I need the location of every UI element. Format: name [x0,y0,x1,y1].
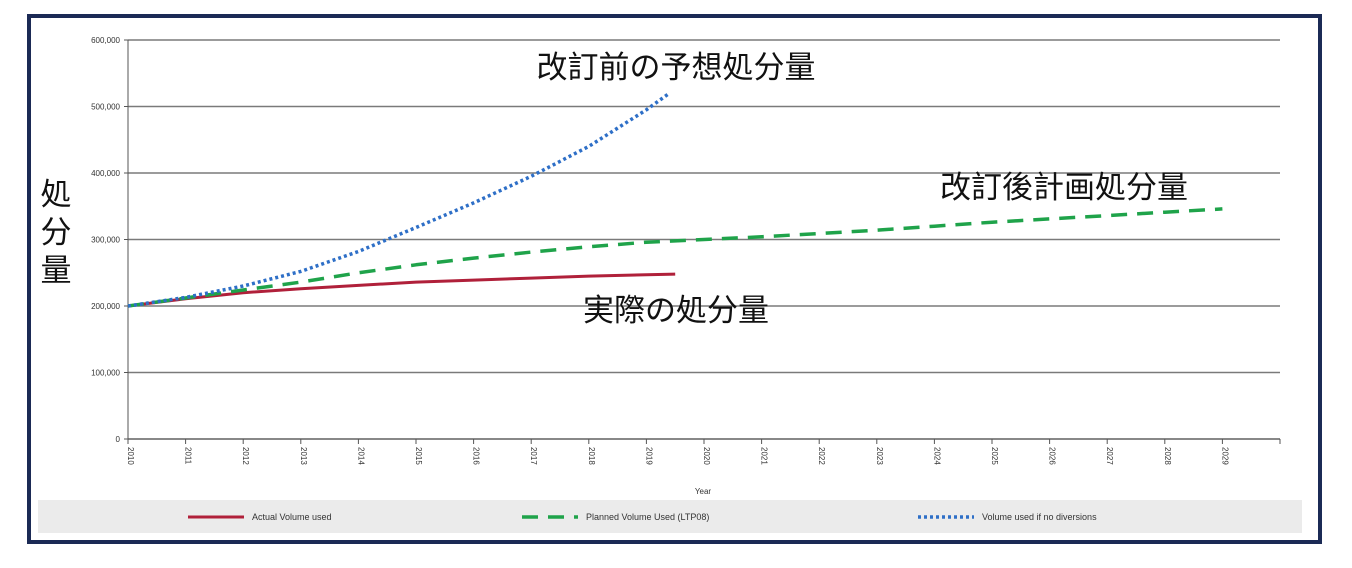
x-tick-label: 2011 [184,447,193,465]
annotation-post-revision: 改訂後計画処分量 [940,170,1188,206]
x-tick-label: 2016 [472,447,481,465]
legend-background [38,500,1302,533]
y-tick-label: 200,000 [91,302,120,311]
y-axis-label: 処分量 [41,177,72,289]
x-axis-label: Year [695,487,712,496]
y-tick-label: 0 [116,435,121,444]
y-tick-label: 100,000 [91,369,120,378]
x-tick-label: 2023 [875,447,884,465]
y-tick-label: 500,000 [91,103,120,112]
series-line-1 [127,207,1223,308]
x-tick-label: 2014 [356,447,365,465]
x-tick-label: 2012 [241,447,250,465]
legend-label-2: Volume used if no diversions [982,512,1097,522]
x-tick-label: 2019 [644,447,653,465]
x-tick-label: 2010 [126,447,135,465]
legend-label-1: Planned Volume Used (LTP08) [586,512,709,522]
annotation-actual: 実際の処分量 [583,293,769,329]
annotation-pre-revision: 改訂前の予想処分量 [537,50,816,86]
x-tick-label: 2026 [1048,447,1057,465]
x-tick-label: 2025 [990,447,999,465]
y-tick-label: 400,000 [91,169,120,178]
x-tick-label: 2022 [817,447,826,465]
x-tick-label: 2017 [529,447,538,465]
chart-frame [27,14,1322,544]
x-tick-label: 2018 [587,447,596,465]
x-tick-label: 2029 [1220,447,1229,465]
x-tick-label: 2021 [760,447,769,465]
x-tick-label: 2013 [299,447,308,465]
series-line-0 [127,272,676,308]
x-tick-label: 2027 [1105,447,1114,465]
x-tick-label: 2028 [1163,447,1172,465]
x-tick-label: 2020 [702,447,711,465]
legend-label-0: Actual Volume used [252,512,332,522]
series-line-2 [127,91,671,308]
y-tick-label: 300,000 [91,236,120,245]
x-tick-label: 2015 [414,447,423,465]
y-tick-label: 600,000 [91,36,120,45]
x-tick-label: 2024 [932,447,941,465]
